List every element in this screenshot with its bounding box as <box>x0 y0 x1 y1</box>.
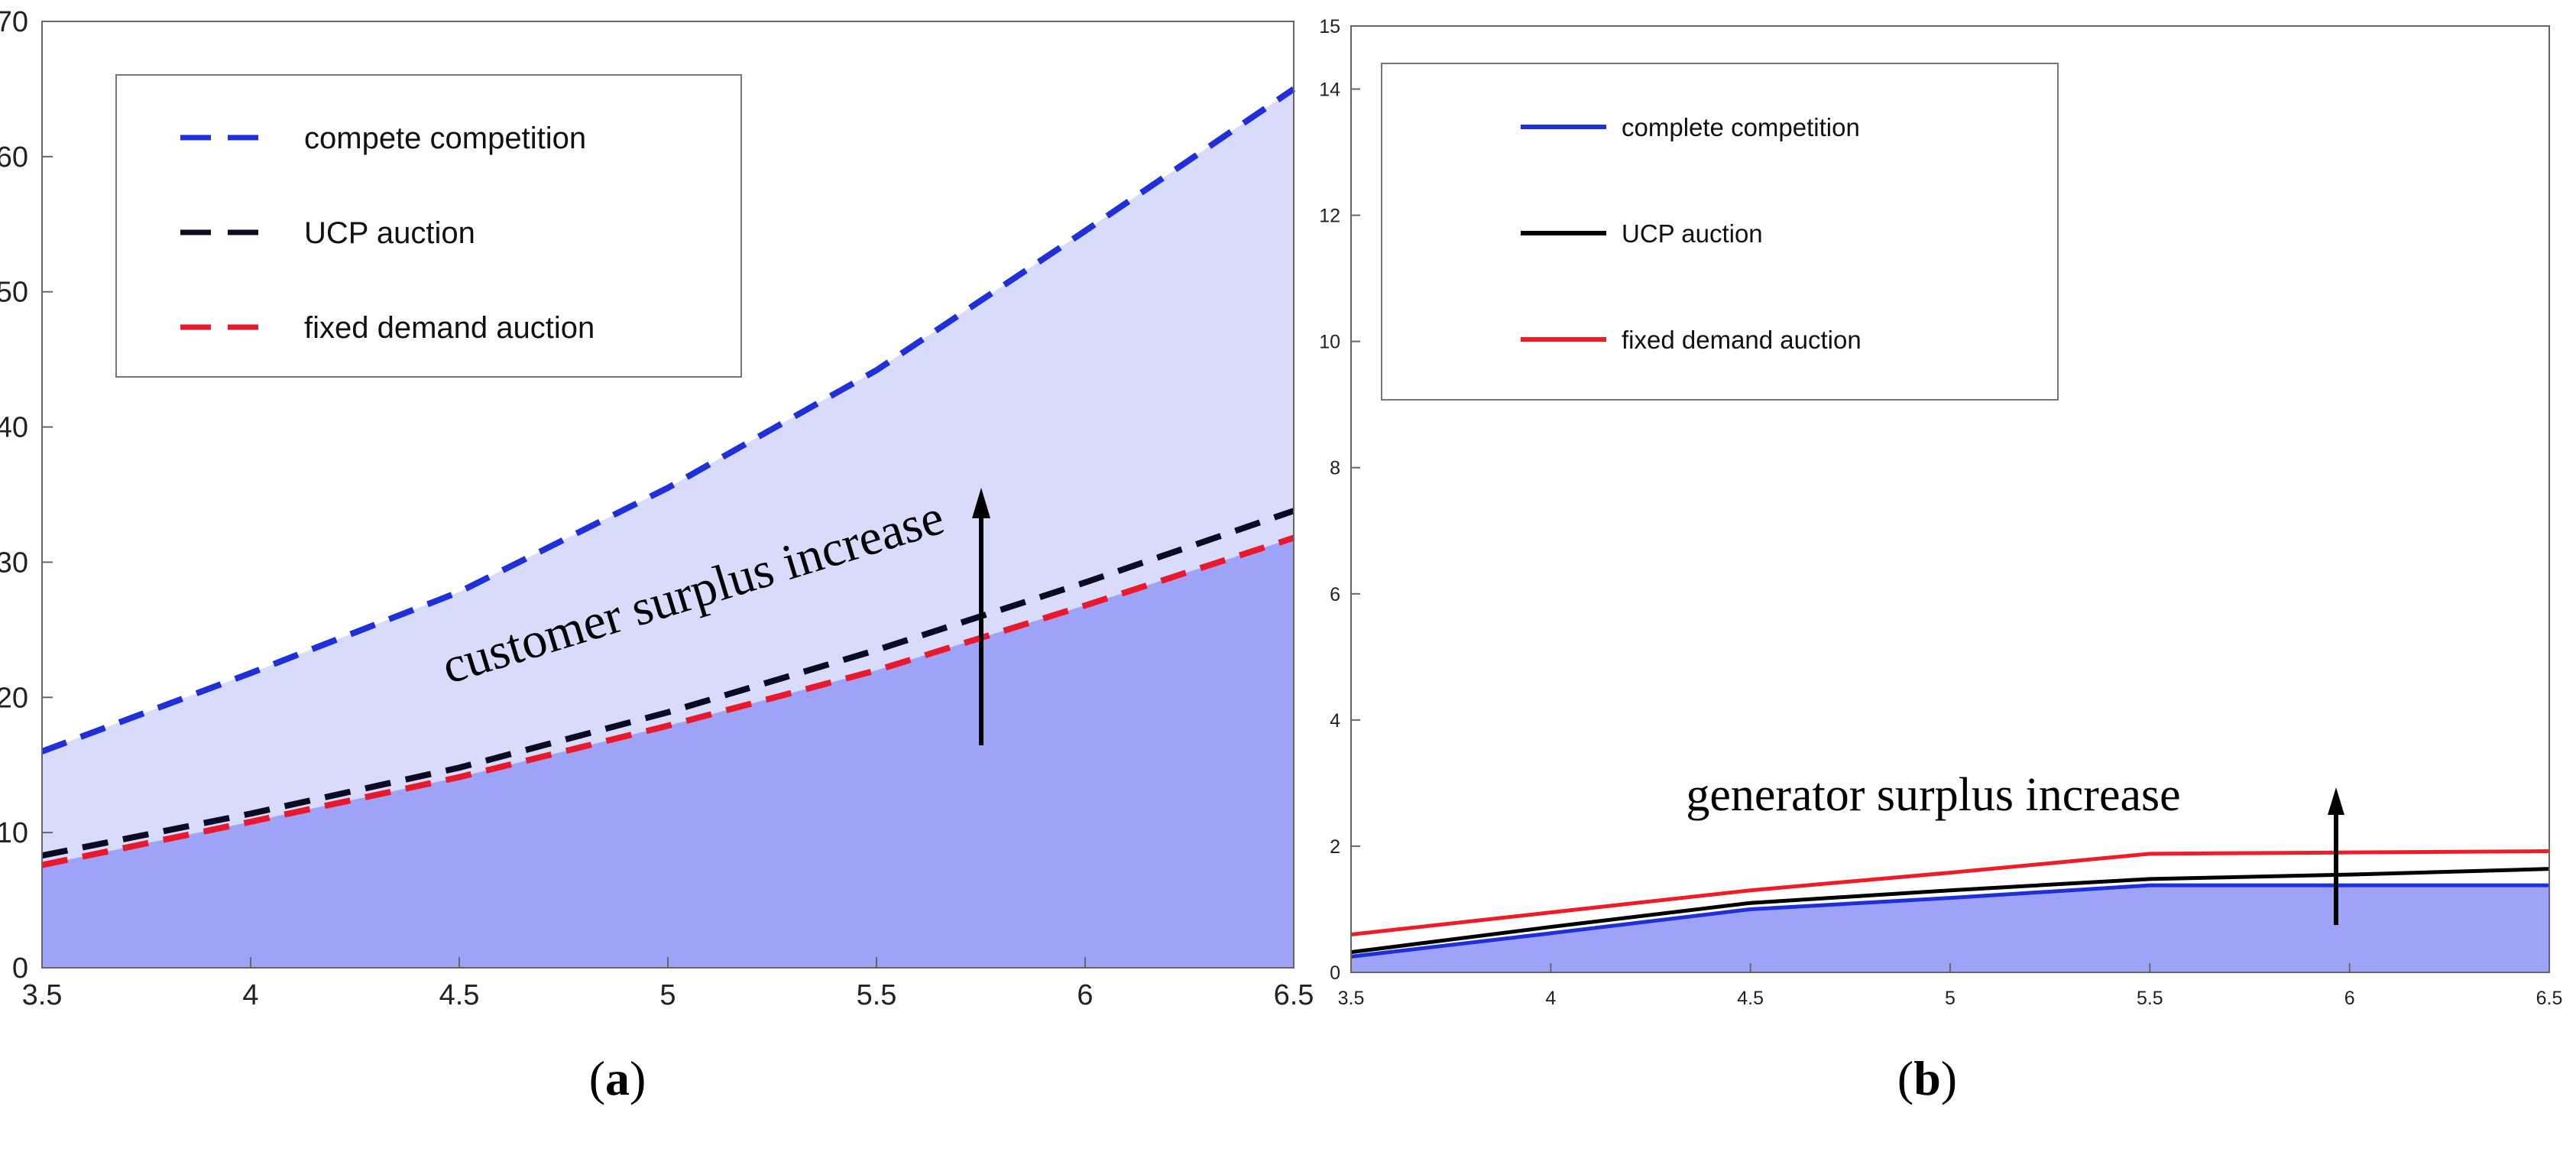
b-x-tick-label: 5.5 <box>2137 988 2163 1009</box>
a-x-tick-label: 6 <box>1077 979 1093 1011</box>
a-caption: (a) <box>589 1051 646 1105</box>
a-x-tick-label: 4.5 <box>439 979 480 1011</box>
b-legend-label-2: fixed demand auction <box>1622 326 1862 354</box>
a-x-tick-label: 3.5 <box>22 979 63 1011</box>
b-y-tick-label: 8 <box>1330 458 1340 479</box>
b-legend-label-1: UCP auction <box>1622 219 1763 248</box>
b-x-tick-label: 3.5 <box>1338 988 1365 1009</box>
a-arrow-head <box>972 488 990 518</box>
a-y-tick-label: 0 <box>12 952 28 985</box>
a-legend-box <box>115 74 742 378</box>
b-x-tick-label: 6.5 <box>2536 988 2563 1009</box>
panel-b: 3.5 4 4.5 5 5.5 6 6.5 0 2 4 6 8 10 12 14 15 complete co… <box>1319 16 2562 1105</box>
b-series-line-2 <box>1350 849 2550 936</box>
b-x-tick-label: 5 <box>1945 988 1955 1009</box>
panel-a: 3.5 4 4.5 5 5.5 6 6.5 0 10 20 30 40 50 60 70 compete c… <box>0 6 1314 1105</box>
a-y-tick-label: 40 <box>0 412 28 444</box>
a-y-tick-label: 50 <box>0 277 28 309</box>
b-y-tick-label: 4 <box>1330 710 1340 732</box>
a-y-tick-label: 70 <box>0 6 28 38</box>
b-arrow-head <box>2328 787 2344 815</box>
b-y-tick-label: 0 <box>1330 962 1340 984</box>
a-x-tick-label: 5 <box>659 979 676 1011</box>
b-legend-label-0: complete competition <box>1622 113 1860 141</box>
a-series-line-2 <box>41 534 1295 868</box>
b-y-tick-label: 14 <box>1319 80 1340 101</box>
a-series-line-0 <box>41 86 1296 754</box>
b-legend-box <box>1381 63 2059 401</box>
a-y-tick-label: 60 <box>0 141 28 174</box>
b-y-tick-label: 2 <box>1330 836 1340 858</box>
b-y-tick-label: 6 <box>1330 584 1340 605</box>
a-y-tick-label: 10 <box>0 817 28 849</box>
b-series-line-0 <box>1350 883 2549 959</box>
b-caption: (b) <box>1897 1051 1957 1105</box>
b-x-tick-label: 4 <box>1545 988 1556 1009</box>
a-x-tick-label: 4 <box>242 979 258 1011</box>
a-legend-label-2: fixed demand auction <box>304 311 595 345</box>
a-x-tick-label: 5.5 <box>857 979 897 1011</box>
a-y-tick-label: 30 <box>0 547 28 579</box>
b-legend: complete competition UCP auction fixed dem… <box>1381 63 2059 401</box>
b-x-tick-label: 6 <box>2344 988 2355 1009</box>
b-x-tick-label: 4.5 <box>1737 988 1764 1009</box>
a-y-tick-label: 20 <box>0 682 28 714</box>
a-legend-label-0: compete competition <box>304 122 586 155</box>
a-x-tick-label: 6.5 <box>1274 979 1314 1011</box>
b-y-tick-label: 10 <box>1319 332 1340 353</box>
b-y-tick-label: 15 <box>1319 16 1340 37</box>
b-fill-base-area <box>1351 885 2549 972</box>
a-legend: compete competition UCP auction fixed dema… <box>115 74 742 378</box>
b-annotation-text: generator surplus increase <box>1686 769 2180 821</box>
a-series-line-1 <box>41 508 1295 859</box>
b-y-tick-label: 12 <box>1319 206 1340 227</box>
a-legend-label-1: UCP auction <box>304 216 475 250</box>
b-series-line-1 <box>1350 867 2550 955</box>
